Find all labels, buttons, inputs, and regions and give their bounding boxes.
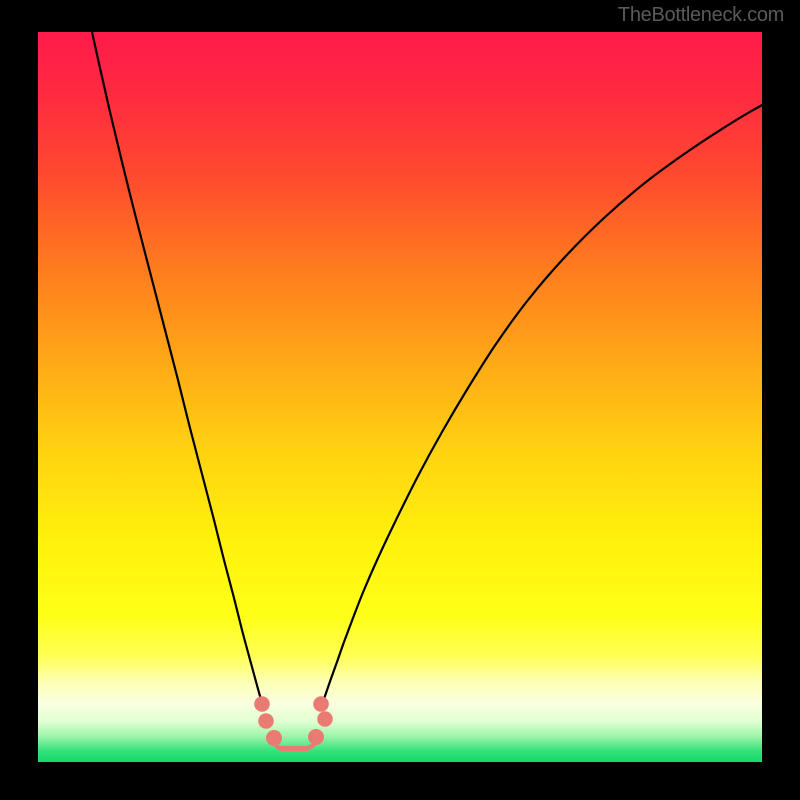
curve-layer: [38, 32, 762, 762]
marker-dot: [313, 696, 329, 712]
bottleneck-curve-right: [320, 105, 762, 710]
marker-dot: [308, 729, 324, 745]
marker-dot: [254, 696, 270, 712]
plot-area: [38, 32, 762, 762]
marker-group: [254, 696, 333, 751]
marker-dot: [258, 713, 274, 729]
marker-dot: [317, 711, 333, 727]
bottleneck-curve-left: [92, 32, 265, 710]
watermark-text: TheBottleneck.com: [618, 4, 784, 27]
marker-dot: [266, 730, 282, 746]
